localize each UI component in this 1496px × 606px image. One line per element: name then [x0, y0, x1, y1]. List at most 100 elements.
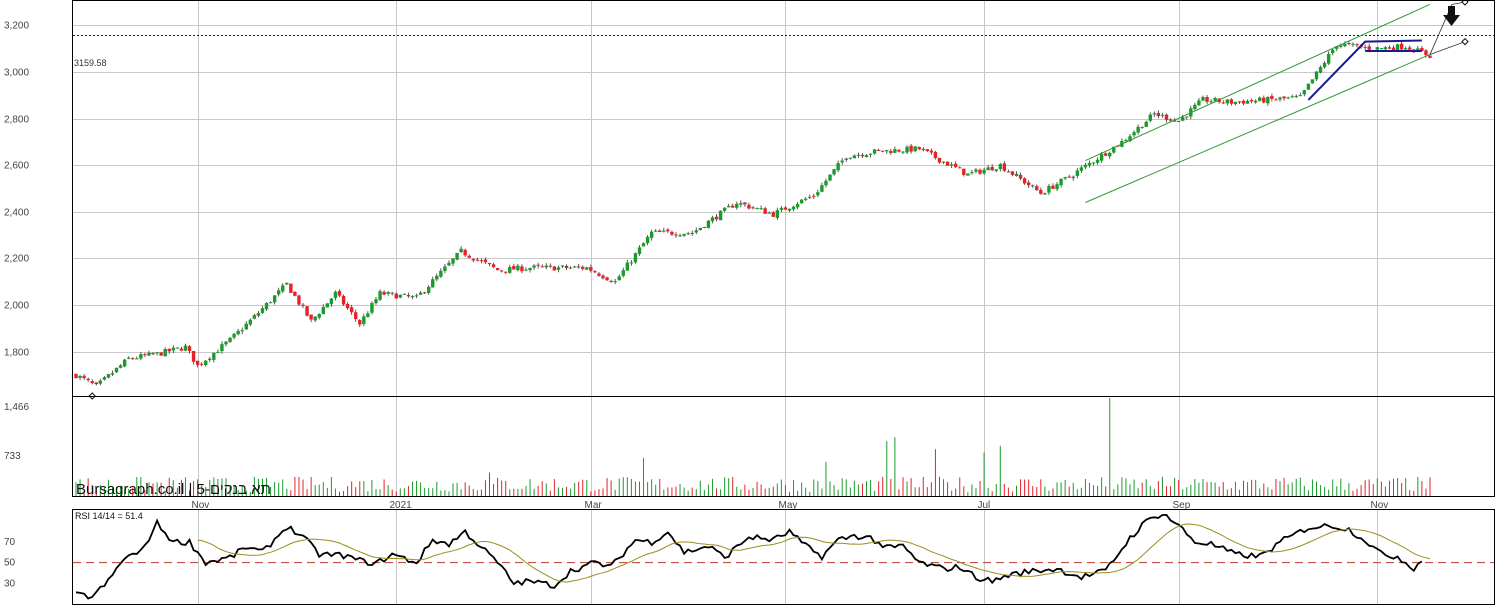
- candle-falling: [1026, 182, 1031, 186]
- rsi-panel-border: [72, 509, 1495, 605]
- candle-falling: [929, 150, 934, 153]
- candle-rising: [414, 295, 419, 297]
- candle-rising: [1209, 101, 1213, 103]
- candle-rising: [905, 146, 909, 153]
- candle-rising: [710, 217, 715, 222]
- candle-rising: [224, 341, 228, 345]
- candle-rising: [431, 279, 435, 288]
- candle-rising: [994, 169, 998, 171]
- candle-rising: [443, 266, 447, 271]
- candle-falling: [666, 229, 670, 232]
- x-axis-month-label: Nov: [1371, 500, 1389, 511]
- candle-rising: [1395, 44, 1400, 51]
- candle-rising: [698, 227, 702, 230]
- candle-falling: [82, 375, 86, 379]
- candle-rising: [633, 253, 638, 263]
- candle-rising: [621, 270, 625, 276]
- candle-falling: [301, 304, 305, 306]
- candle-rising: [240, 330, 244, 332]
- candle-rising: [779, 207, 784, 210]
- candle-rising: [1245, 100, 1250, 104]
- candle-rising: [78, 375, 82, 378]
- candle-rising: [1294, 96, 1298, 98]
- candle-falling: [349, 307, 354, 313]
- candle-falling: [167, 348, 171, 352]
- candle-rising: [816, 192, 820, 196]
- candle-rising: [313, 316, 317, 321]
- candle-rising: [114, 367, 119, 373]
- candle-rising: [1063, 177, 1067, 179]
- candle-rising: [820, 185, 824, 192]
- candle-falling: [382, 291, 386, 295]
- candle-falling: [564, 265, 569, 269]
- rsi-y-tick-label: 50: [4, 558, 16, 569]
- candle-rising: [1331, 49, 1335, 53]
- candle-rising: [171, 347, 175, 351]
- price-panel: [74, 0, 1469, 400]
- candle-falling: [1387, 47, 1392, 49]
- candle-falling: [1010, 171, 1015, 175]
- candle-rising: [1213, 98, 1217, 101]
- candle-rising: [1286, 97, 1290, 99]
- candle-falling: [978, 169, 982, 174]
- candle-falling: [422, 292, 427, 294]
- candle-falling: [747, 204, 751, 209]
- candle-rising: [1335, 46, 1339, 49]
- candle-rising: [236, 330, 240, 335]
- candle-falling: [658, 230, 662, 233]
- candle-rising: [155, 352, 159, 354]
- candle-falling: [191, 350, 196, 362]
- candle-rising: [386, 292, 390, 294]
- candle-rising: [244, 323, 248, 330]
- candle-falling: [1347, 43, 1351, 45]
- candle-falling: [297, 295, 301, 305]
- candle-rising: [102, 377, 107, 380]
- candle-falling: [958, 167, 962, 169]
- candle-falling: [1355, 44, 1359, 46]
- candle-falling: [305, 306, 309, 316]
- candle-rising: [390, 292, 394, 294]
- candle-falling: [674, 234, 678, 236]
- candle-rising: [718, 210, 723, 221]
- candle-falling: [1367, 46, 1371, 50]
- candle-rising: [872, 149, 877, 154]
- candle-rising: [1079, 167, 1084, 171]
- candle-falling: [479, 260, 484, 262]
- candle-rising: [1144, 121, 1148, 127]
- candle-rising: [1253, 100, 1258, 103]
- candle-rising: [248, 319, 253, 325]
- candle-falling: [463, 249, 467, 256]
- candle-falling: [917, 146, 921, 150]
- arrow-down-icon-stem: [1448, 6, 1455, 15]
- candle-rising: [333, 291, 338, 298]
- candle-rising: [317, 314, 321, 318]
- candle-rising: [649, 231, 654, 238]
- volume-y-tick-label: 733: [4, 451, 21, 462]
- candle-rising: [1160, 114, 1165, 116]
- candle-falling: [1018, 174, 1023, 179]
- candle-rising: [1071, 176, 1075, 179]
- candle-rising: [1059, 178, 1063, 186]
- candle-falling: [199, 363, 204, 365]
- candle-falling: [937, 157, 942, 163]
- candle-rising: [1375, 47, 1379, 50]
- candle-falling: [605, 277, 609, 281]
- candle-rising: [516, 265, 520, 271]
- candle-rising: [824, 180, 828, 186]
- candle-falling: [763, 208, 767, 214]
- candle-rising: [1197, 100, 1201, 106]
- candle-rising: [208, 358, 212, 361]
- candle-rising: [1128, 136, 1132, 142]
- candle-rising: [1047, 185, 1051, 193]
- candle-rising: [398, 294, 403, 298]
- candle-rising: [1225, 99, 1230, 104]
- candle-rising: [828, 174, 832, 181]
- candle-rising: [759, 208, 763, 210]
- candle-rising: [637, 247, 642, 254]
- candle-falling: [953, 163, 958, 168]
- candle-falling: [195, 360, 200, 365]
- candle-rising: [281, 285, 285, 292]
- candle-falling: [1420, 47, 1424, 52]
- candle-falling: [309, 314, 313, 320]
- candle-rising: [641, 243, 646, 247]
